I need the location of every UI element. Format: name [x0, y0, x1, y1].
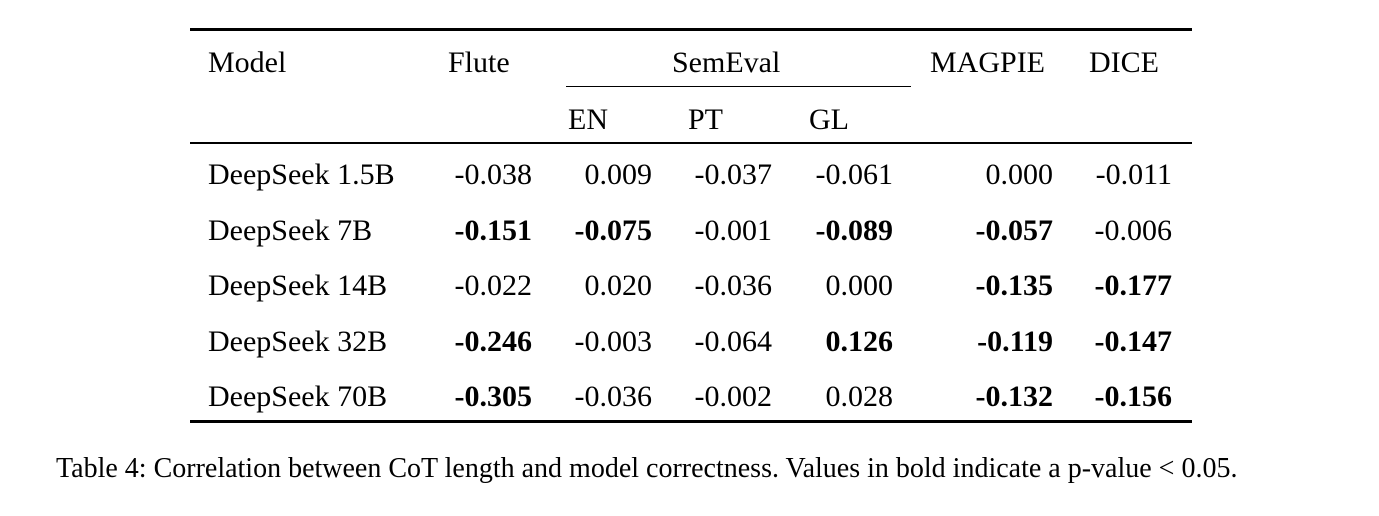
table-cell: -0.006 [1094, 213, 1173, 247]
table-cell: -0.246 [454, 324, 533, 358]
table-cell: -0.057 [975, 213, 1054, 247]
table-header-rule [190, 142, 1192, 144]
semeval-group-rule [566, 86, 911, 87]
row-model-name: DeepSeek 32B [208, 324, 388, 358]
table-cell: -0.061 [815, 158, 894, 191]
table-cell: -0.001 [694, 213, 773, 247]
table-cell: -0.156 [1094, 380, 1173, 413]
table-cell: -0.064 [694, 324, 773, 358]
row-model-name: DeepSeek 1.5B [208, 158, 395, 191]
header-dice: DICE [1089, 46, 1159, 79]
table-cell: 0.000 [825, 269, 894, 302]
table-caption: Table 4: Correlation between CoT length … [56, 453, 1238, 484]
table-cell: 0.020 [584, 269, 653, 302]
table-cell: -0.022 [454, 269, 533, 302]
table-cell: -0.151 [454, 213, 533, 247]
subheader-en: EN [568, 103, 608, 136]
table-cell: -0.119 [977, 324, 1053, 358]
table-cell: -0.038 [454, 158, 533, 191]
subheader-pt: PT [688, 103, 724, 136]
table-cell: 0.126 [825, 324, 894, 358]
table-cell: -0.135 [975, 269, 1054, 302]
table-cell: -0.037 [694, 158, 773, 191]
table-cell: 0.009 [584, 158, 653, 191]
header-model: Model [208, 46, 287, 79]
row-model-name: DeepSeek 14B [208, 269, 388, 302]
table-cell: -0.147 [1094, 324, 1173, 358]
table-cell: 0.028 [825, 380, 894, 413]
table-cell: -0.132 [975, 380, 1054, 413]
table-bottom-rule [190, 420, 1192, 423]
table-cell: -0.075 [574, 213, 653, 247]
table-cell: -0.003 [574, 324, 653, 358]
header-magpie: MAGPIE [930, 46, 1046, 79]
row-model-name: DeepSeek 7B [208, 213, 373, 247]
table-cell: -0.305 [454, 380, 533, 413]
table-cell: -0.177 [1094, 269, 1173, 302]
table-cell: -0.011 [1095, 158, 1172, 191]
table-cell: -0.089 [815, 213, 894, 247]
table-top-rule [190, 28, 1192, 31]
header-semeval: SemEval [672, 46, 781, 79]
row-model-name: DeepSeek 70B [208, 380, 388, 413]
table-cell: 0.000 [985, 158, 1054, 191]
header-flute: Flute [448, 46, 510, 79]
table-cell: -0.002 [694, 380, 773, 413]
table-cell: -0.036 [694, 269, 773, 302]
subheader-gl: GL [809, 103, 849, 136]
table-cell: -0.036 [574, 380, 653, 413]
